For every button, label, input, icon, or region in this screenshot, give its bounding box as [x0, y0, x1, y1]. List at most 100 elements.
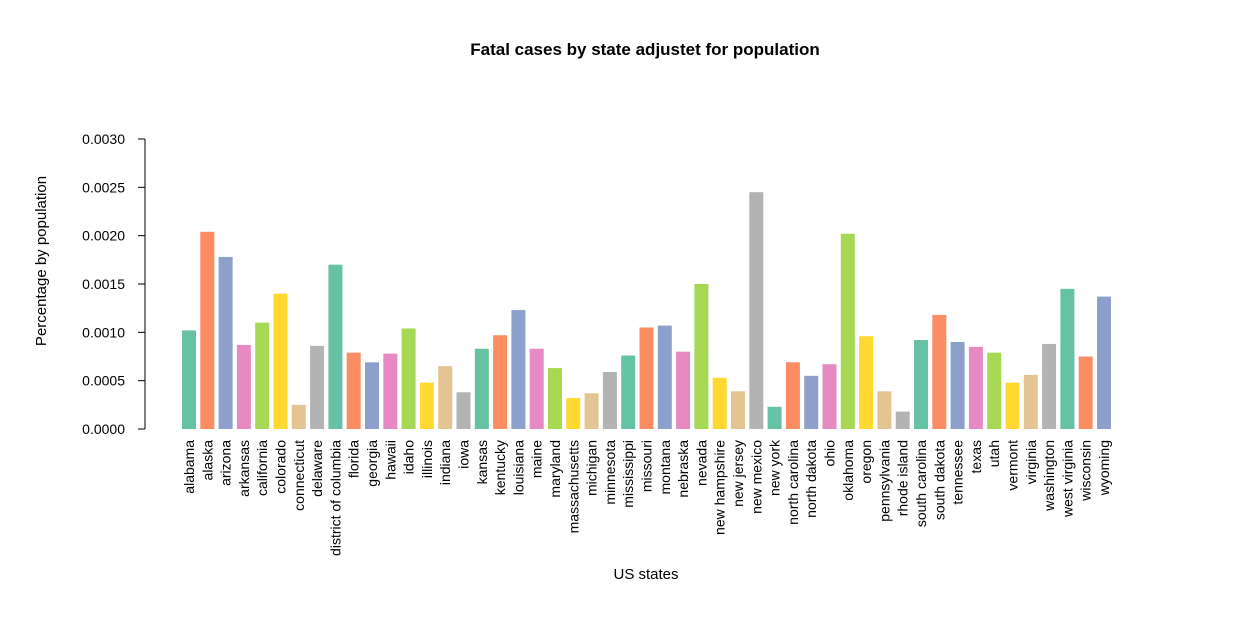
x-tick-label: illinois [419, 440, 435, 478]
x-tick-label: hawaii [382, 440, 398, 480]
bar [602, 371, 617, 429]
x-tick-label: montana [657, 440, 673, 495]
bar [785, 362, 800, 429]
bar [310, 345, 325, 429]
bar [346, 352, 361, 429]
y-tick-label: 0.0025 [82, 179, 125, 195]
bar [767, 406, 782, 429]
bar [511, 310, 526, 429]
bar [236, 344, 251, 429]
x-tick-label: delaware [309, 440, 325, 497]
x-tick-label: wisconsin [1078, 440, 1094, 502]
x-tick-label: indiana [437, 440, 453, 485]
bar [328, 264, 343, 429]
x-tick-label: michigan [584, 440, 600, 496]
bar [639, 327, 654, 429]
bar [493, 335, 508, 429]
bar [1023, 374, 1038, 429]
bar [255, 322, 270, 429]
bar [548, 368, 562, 429]
x-tick-label: north dakota [803, 440, 819, 518]
bar [273, 293, 288, 429]
x-tick-label: mississippi [620, 440, 636, 508]
bar [968, 346, 983, 429]
bar [694, 284, 709, 429]
x-tick-label: alaska [199, 440, 215, 481]
x-tick-label: washington [1041, 440, 1057, 512]
x-tick-label: alabama [181, 440, 197, 494]
x-tick-label: oklahoma [840, 440, 856, 501]
x-tick-label: arizona [218, 440, 234, 486]
x-tick-label: california [254, 440, 270, 496]
bar [419, 382, 434, 429]
x-tick-label: nevada [693, 440, 709, 486]
bar [749, 192, 764, 429]
x-tick-label: rhode island [895, 440, 911, 516]
x-tick-label: pennsylvania [876, 440, 892, 522]
bar [456, 392, 471, 429]
bar [584, 393, 599, 429]
x-tick-label: georgia [364, 440, 380, 487]
bar [950, 342, 965, 429]
bar [877, 391, 892, 429]
x-tick-label: connecticut [291, 440, 307, 511]
bar [914, 340, 928, 429]
x-tick-label: oregon [858, 440, 874, 484]
x-tick-label: louisiana [510, 440, 526, 495]
x-tick-label: maine [529, 440, 545, 478]
y-tick-label: 0.0015 [82, 276, 125, 292]
bar [987, 352, 1002, 429]
bar [474, 348, 489, 429]
bar [566, 398, 581, 429]
bar [365, 362, 379, 429]
y-tick-label: 0.0005 [82, 373, 125, 389]
bar [1078, 356, 1093, 429]
bar [182, 330, 196, 429]
y-tick-label: 0.0030 [82, 131, 125, 147]
bar [438, 366, 453, 429]
bar [859, 336, 874, 429]
x-tick-label: minnesota [602, 440, 618, 505]
x-tick-label: idaho [401, 440, 417, 474]
x-tick-label: florida [346, 440, 362, 478]
bar [1060, 288, 1075, 429]
y-tick-label: 0.0000 [82, 421, 125, 437]
bar [291, 404, 306, 429]
chart-title: Fatal cases by state adjustet for popula… [470, 40, 820, 59]
y-tick-label: 0.0010 [82, 324, 125, 340]
x-tick-label: colorado [273, 440, 289, 494]
x-tick-label: south carolina [913, 440, 929, 527]
bar [804, 375, 819, 429]
bar [200, 231, 215, 429]
x-tick-label: wyoming [1096, 440, 1112, 496]
bars [182, 192, 1111, 429]
x-tick-label: virginia [1023, 440, 1039, 485]
x-tick-label: missouri [639, 440, 655, 492]
x-tick-label: massachusetts [565, 440, 581, 533]
bar [676, 351, 691, 429]
x-tick-label: new hampshire [712, 440, 728, 535]
bar [621, 355, 636, 429]
x-tick-label: south dakota [931, 440, 947, 520]
x-tick-label: maryland [547, 440, 563, 498]
x-axis-label: US states [613, 566, 678, 583]
y-tick-label: 0.0020 [82, 228, 125, 244]
x-tick-label: arkansas [236, 440, 252, 497]
x-tick-label: new york [767, 439, 783, 496]
x-tick-label: new jersey [730, 440, 746, 507]
x-tick-label: new mexico [748, 440, 764, 514]
x-tick-label: ohio [822, 440, 838, 467]
x-tick-labels: alabama alaska arizona arkansas california co… [181, 439, 1112, 556]
bar [401, 328, 416, 429]
bar [657, 325, 672, 429]
x-tick-label: utah [986, 440, 1002, 467]
y-axis-label: Percentage by population [33, 176, 50, 346]
x-tick-label: iowa [456, 440, 472, 469]
bar [895, 411, 910, 429]
x-tick-label: texas [968, 440, 984, 473]
bar [822, 364, 837, 429]
y-axis: 0.0000 0.0005 0.0010 0.0015 0.0020 0.0025 0.00… [82, 131, 146, 437]
bar [840, 233, 855, 429]
x-tick-label: tennessee [950, 440, 966, 505]
